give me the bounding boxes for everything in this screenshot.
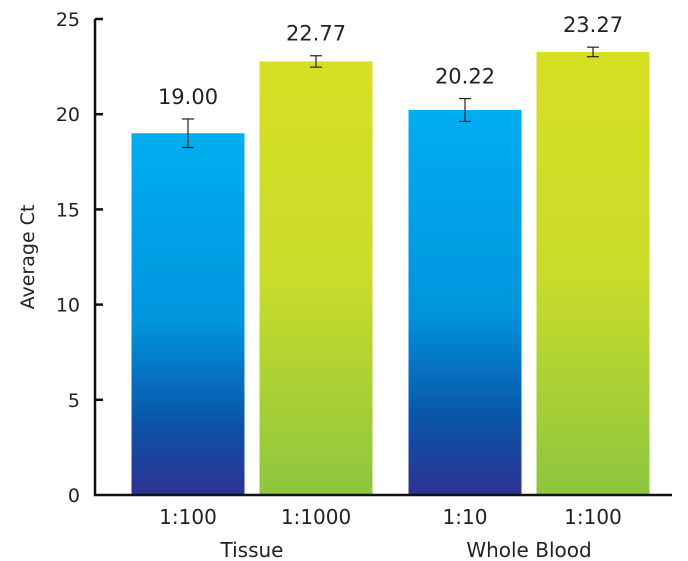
error-bars-layer — [182, 46, 599, 149]
error-bar-tissue-1-100 — [182, 118, 194, 149]
category-label-tissue-1-100: 1:100 — [159, 505, 217, 529]
bar-tissue-1-100 — [131, 133, 245, 496]
y-tick-label-20: 20 — [56, 104, 80, 126]
value-label-whole-blood-1-100: 23.27 — [563, 13, 623, 37]
y-tick-label-25: 25 — [56, 9, 80, 31]
value-label-tissue-1-1000: 22.77 — [286, 22, 346, 46]
y-tick-label-10: 10 — [56, 295, 80, 317]
y-axis-label: Average Ct — [17, 205, 39, 310]
value-label-whole-blood-1-10: 20.22 — [435, 65, 495, 89]
group-label-tissue: Tissue — [220, 538, 284, 561]
bars-layer — [131, 51, 650, 496]
category-label-whole-blood-1-100: 1:100 — [564, 505, 622, 529]
error-bar-tissue-1-1000 — [310, 55, 322, 68]
group-label-whole-blood: Whole Blood — [466, 538, 591, 561]
value-label-tissue-1-100: 19.00 — [158, 85, 218, 109]
bar-whole-blood-1-100 — [536, 51, 650, 495]
bar-tissue-1-1000 — [259, 61, 373, 496]
y-tick-label-5: 5 — [68, 390, 80, 412]
category-label-tissue-1-1000: 1:1000 — [281, 505, 351, 529]
error-bar-whole-blood-1-100 — [587, 46, 599, 58]
error-bar-whole-blood-1-10 — [459, 97, 471, 123]
value-labels-layer: 19.00 22.77 20.22 23.27 — [158, 13, 623, 109]
bar-whole-blood-1-10 — [408, 110, 522, 495]
category-label-whole-blood-1-10: 1:10 — [443, 505, 488, 529]
y-tick-label-0: 0 — [68, 485, 80, 507]
y-tick-label-15: 15 — [56, 199, 80, 221]
